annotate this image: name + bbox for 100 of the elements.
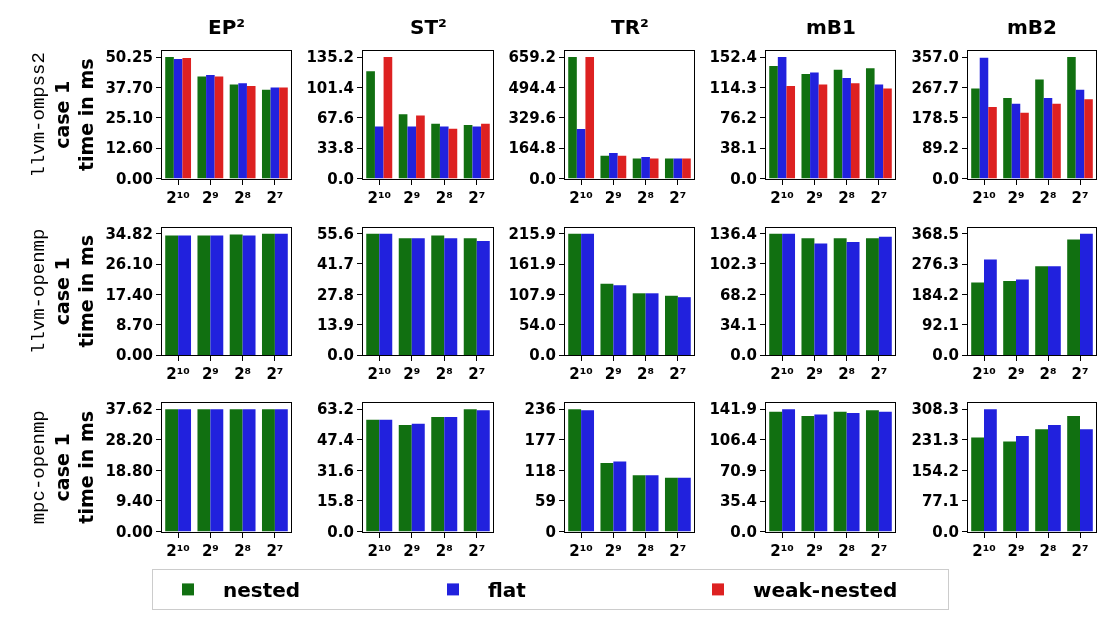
y-tick-label: 17.40 — [105, 285, 153, 304]
bar — [463, 409, 477, 532]
bar — [842, 77, 851, 179]
x-tick-label: 2⁸ — [637, 188, 655, 207]
bar — [641, 156, 650, 179]
y-tick-label: 0.0 — [932, 522, 959, 541]
bar — [366, 419, 380, 532]
y-axis-title: llvm-openmp case 1 time in ms — [27, 228, 98, 355]
chart-title: mB1 — [806, 15, 856, 39]
x-tick-label: 2⁷ — [1071, 365, 1089, 384]
y-tick-label: 13.9 — [316, 315, 354, 334]
x-tick-label: 2⁷ — [669, 365, 687, 384]
y-tick-label: 34.1 — [719, 315, 757, 334]
bar — [568, 233, 582, 356]
legend-label: nested — [223, 578, 301, 603]
x-tick-label: 2¹⁰ — [972, 541, 996, 560]
x-tick-label: 2⁷ — [468, 365, 486, 384]
y-tick-label: 38.1 — [719, 139, 757, 158]
y-tick-label: 0.0 — [327, 346, 354, 365]
bar — [472, 126, 482, 179]
y-tick-label: 267.7 — [911, 78, 959, 97]
y-tick-label: 59 — [535, 492, 556, 511]
y-tick-label: 177 — [524, 431, 556, 450]
bar — [769, 65, 778, 179]
x-tick-label: 2⁸ — [1039, 365, 1057, 384]
x-tick-label: 2⁹ — [403, 541, 421, 560]
bar — [261, 89, 271, 179]
bar — [645, 475, 659, 532]
y-tick-label: 33.8 — [316, 139, 354, 158]
y-tick-label: 178.5 — [911, 109, 959, 128]
bar — [801, 74, 811, 179]
y-tick-label: 308.3 — [911, 400, 959, 419]
y-tick-label: 89.2 — [921, 139, 959, 158]
y-tick-label: 15.8 — [316, 492, 354, 511]
x-tick-label: 2⁹ — [201, 541, 219, 560]
bar — [238, 83, 247, 179]
x-tick-label: 2⁷ — [669, 188, 687, 207]
y-tick-label: 141.9 — [709, 400, 757, 419]
bar — [664, 477, 678, 532]
y-tick-label: 0.0 — [327, 169, 354, 188]
bar — [568, 409, 582, 532]
bar — [810, 72, 819, 179]
bar — [1067, 57, 1076, 179]
bar — [1016, 436, 1029, 532]
x-tick-label: 2⁹ — [604, 365, 622, 384]
bar — [476, 410, 490, 532]
bar — [617, 155, 627, 179]
bar — [374, 126, 384, 179]
y-tick-label: 164.8 — [508, 139, 556, 158]
bar — [416, 115, 425, 179]
bar — [463, 125, 473, 179]
bar — [229, 84, 239, 179]
bar — [398, 114, 408, 179]
bar — [366, 71, 375, 179]
x-tick-label: 2⁷ — [266, 365, 284, 384]
y-tick-label: 154.2 — [911, 461, 959, 480]
bar — [439, 126, 449, 179]
y-tick-label: 152.4 — [709, 48, 757, 67]
x-tick-label: 2⁹ — [1007, 365, 1025, 384]
bar — [777, 57, 787, 179]
bar — [383, 57, 393, 179]
x-tick-label: 2⁷ — [266, 188, 284, 207]
y-tick-label: 50.25 — [105, 48, 153, 67]
bar — [1043, 97, 1053, 179]
x-tick-label: 2¹⁰ — [972, 365, 996, 384]
bar — [979, 57, 989, 179]
x-tick-label: 2⁸ — [838, 365, 856, 384]
y-tick-label: 215.9 — [508, 224, 556, 243]
bar — [1035, 79, 1044, 179]
y-tick-label: 0.0 — [529, 169, 556, 188]
x-tick-label: 2¹⁰ — [972, 188, 996, 207]
bar — [411, 423, 425, 532]
x-tick-label: 2⁷ — [870, 541, 888, 560]
chart-title: TR² — [611, 15, 649, 39]
x-tick-label: 2¹⁰ — [569, 541, 593, 560]
bar — [682, 158, 691, 179]
y-tick-label: 494.4 — [508, 78, 556, 97]
x-tick-label: 2¹⁰ — [770, 365, 794, 384]
x-tick-label: 2⁹ — [403, 365, 421, 384]
x-tick-label: 2¹⁰ — [770, 188, 794, 207]
y-tick-label: 0.00 — [115, 346, 153, 365]
bar — [645, 293, 659, 356]
x-tick-label: 2⁷ — [870, 188, 888, 207]
y-tick-label: 0.0 — [932, 169, 959, 188]
y-tick-label: 8.70 — [115, 315, 153, 334]
y-tick-label: 0.0 — [730, 522, 757, 541]
y-tick-label: 9.40 — [115, 492, 153, 511]
y-tick-label: 114.3 — [709, 78, 757, 97]
x-tick-label: 2⁹ — [201, 365, 219, 384]
y-tick-label: 28.20 — [105, 431, 153, 450]
y-tick-label: 161.9 — [508, 255, 556, 274]
bar — [182, 57, 192, 179]
bar — [581, 233, 595, 356]
bar — [165, 57, 174, 179]
y-tick-label: 231.3 — [911, 431, 959, 450]
x-tick-label: 2⁸ — [435, 365, 453, 384]
x-tick-label: 2¹⁰ — [367, 188, 392, 207]
x-tick-label: 2⁸ — [435, 541, 453, 560]
x-tick-label: 2¹⁰ — [770, 541, 794, 560]
bar — [1052, 103, 1061, 179]
